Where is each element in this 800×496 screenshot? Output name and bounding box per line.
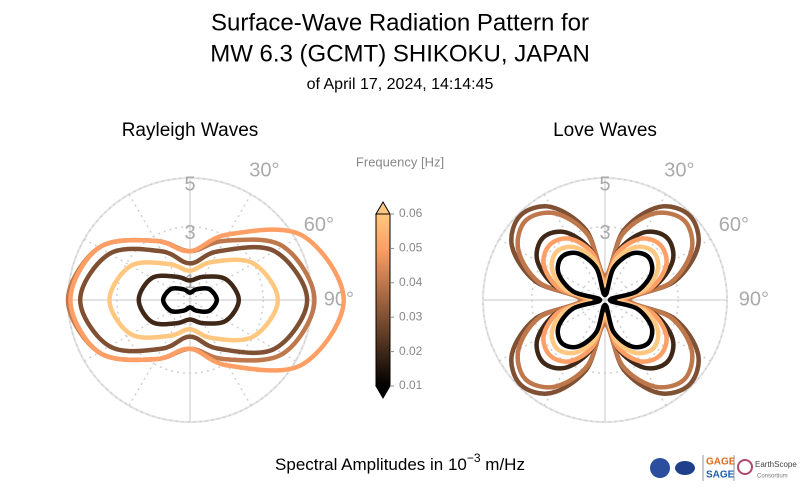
spoke [128, 193, 191, 301]
colorbar-outline [375, 213, 391, 387]
pattern-curve [136, 273, 242, 327]
colorbar-fill [376, 214, 390, 386]
logo-icon [675, 461, 695, 475]
logo-icon [650, 458, 670, 478]
spoke [189, 299, 297, 362]
logo-text: GAGE [706, 457, 736, 468]
r-tick-label: 5 [184, 173, 195, 195]
pattern-curve [107, 257, 281, 343]
pattern-curve [534, 229, 676, 371]
spoke [83, 299, 191, 362]
colorbar-tick-label: 0.02 [399, 344, 423, 358]
theta-tick-label: 90° [324, 288, 354, 310]
r-tick-label: 3 [184, 222, 195, 244]
logos: GAGE SAGE EarthScope Consortium [650, 455, 797, 481]
pattern-curve [515, 210, 695, 390]
r-tick-label: 3 [599, 222, 610, 244]
radial-grid [67, 177, 313, 423]
colorbar-extend [375, 385, 391, 399]
footer: Spectral Amplitudes in 10−3 m/Hz [275, 451, 525, 474]
theta-tick-label: 60° [304, 214, 334, 236]
theta-tick-label: 30° [249, 159, 279, 181]
radial-grid [116, 226, 264, 374]
pattern-curve [68, 227, 346, 373]
chart-title: Rayleigh Waves [122, 120, 259, 141]
subtitle: of April 17, 2024, 14:14:45 [307, 76, 494, 93]
spoke [189, 299, 252, 407]
theta-tick-label: 90° [739, 288, 769, 310]
pattern-curve [555, 250, 655, 350]
spoke [128, 299, 191, 407]
theta-tick-label: 30° [664, 159, 694, 181]
spoke [83, 238, 191, 301]
colorbar-tick-label: 0.03 [399, 309, 423, 323]
theta-tick-label: 60° [719, 214, 749, 236]
radial-grid [164, 274, 216, 326]
colorbar-tick-label: 0.04 [399, 275, 423, 289]
title-line: MW 6.3 (GCMT) SHIKOKU, JAPAN [210, 40, 590, 67]
footer-text: Spectral Amplitudes in [275, 455, 448, 474]
logo-text: EarthScope [755, 460, 797, 469]
spoke [189, 193, 252, 301]
pattern-curve [160, 285, 220, 315]
footer-base: 10 [448, 455, 467, 474]
colorbar-extend [375, 201, 391, 215]
pattern-curve [77, 244, 310, 356]
title-line: Surface-Wave Radiation Pattern for [211, 9, 589, 36]
colorbar-tick-label: 0.01 [399, 378, 423, 392]
colorbar: Frequency [Hz] 0.01 0.02 0.03 0.04 0.05 0.06 [356, 154, 444, 399]
r-tick-label: 5 [599, 173, 610, 195]
chart-title: Love Waves [553, 120, 657, 141]
logo-text: Consortium [757, 474, 788, 480]
pattern-curve [549, 244, 661, 356]
radial-grid [531, 226, 679, 374]
footer-exponent: −3 [467, 451, 481, 465]
colorbar-tick-label: 0.06 [399, 206, 423, 220]
colorbar-tick-label: 0.05 [399, 241, 423, 255]
spoke [189, 238, 297, 301]
footer-unit: m/Hz [481, 455, 525, 474]
colorbar-label: Frequency [Hz] [356, 154, 444, 169]
pattern-curve [541, 236, 669, 364]
logo-icon [737, 459, 753, 475]
logo-text: SAGE [706, 470, 735, 481]
radial-grid [482, 177, 728, 423]
